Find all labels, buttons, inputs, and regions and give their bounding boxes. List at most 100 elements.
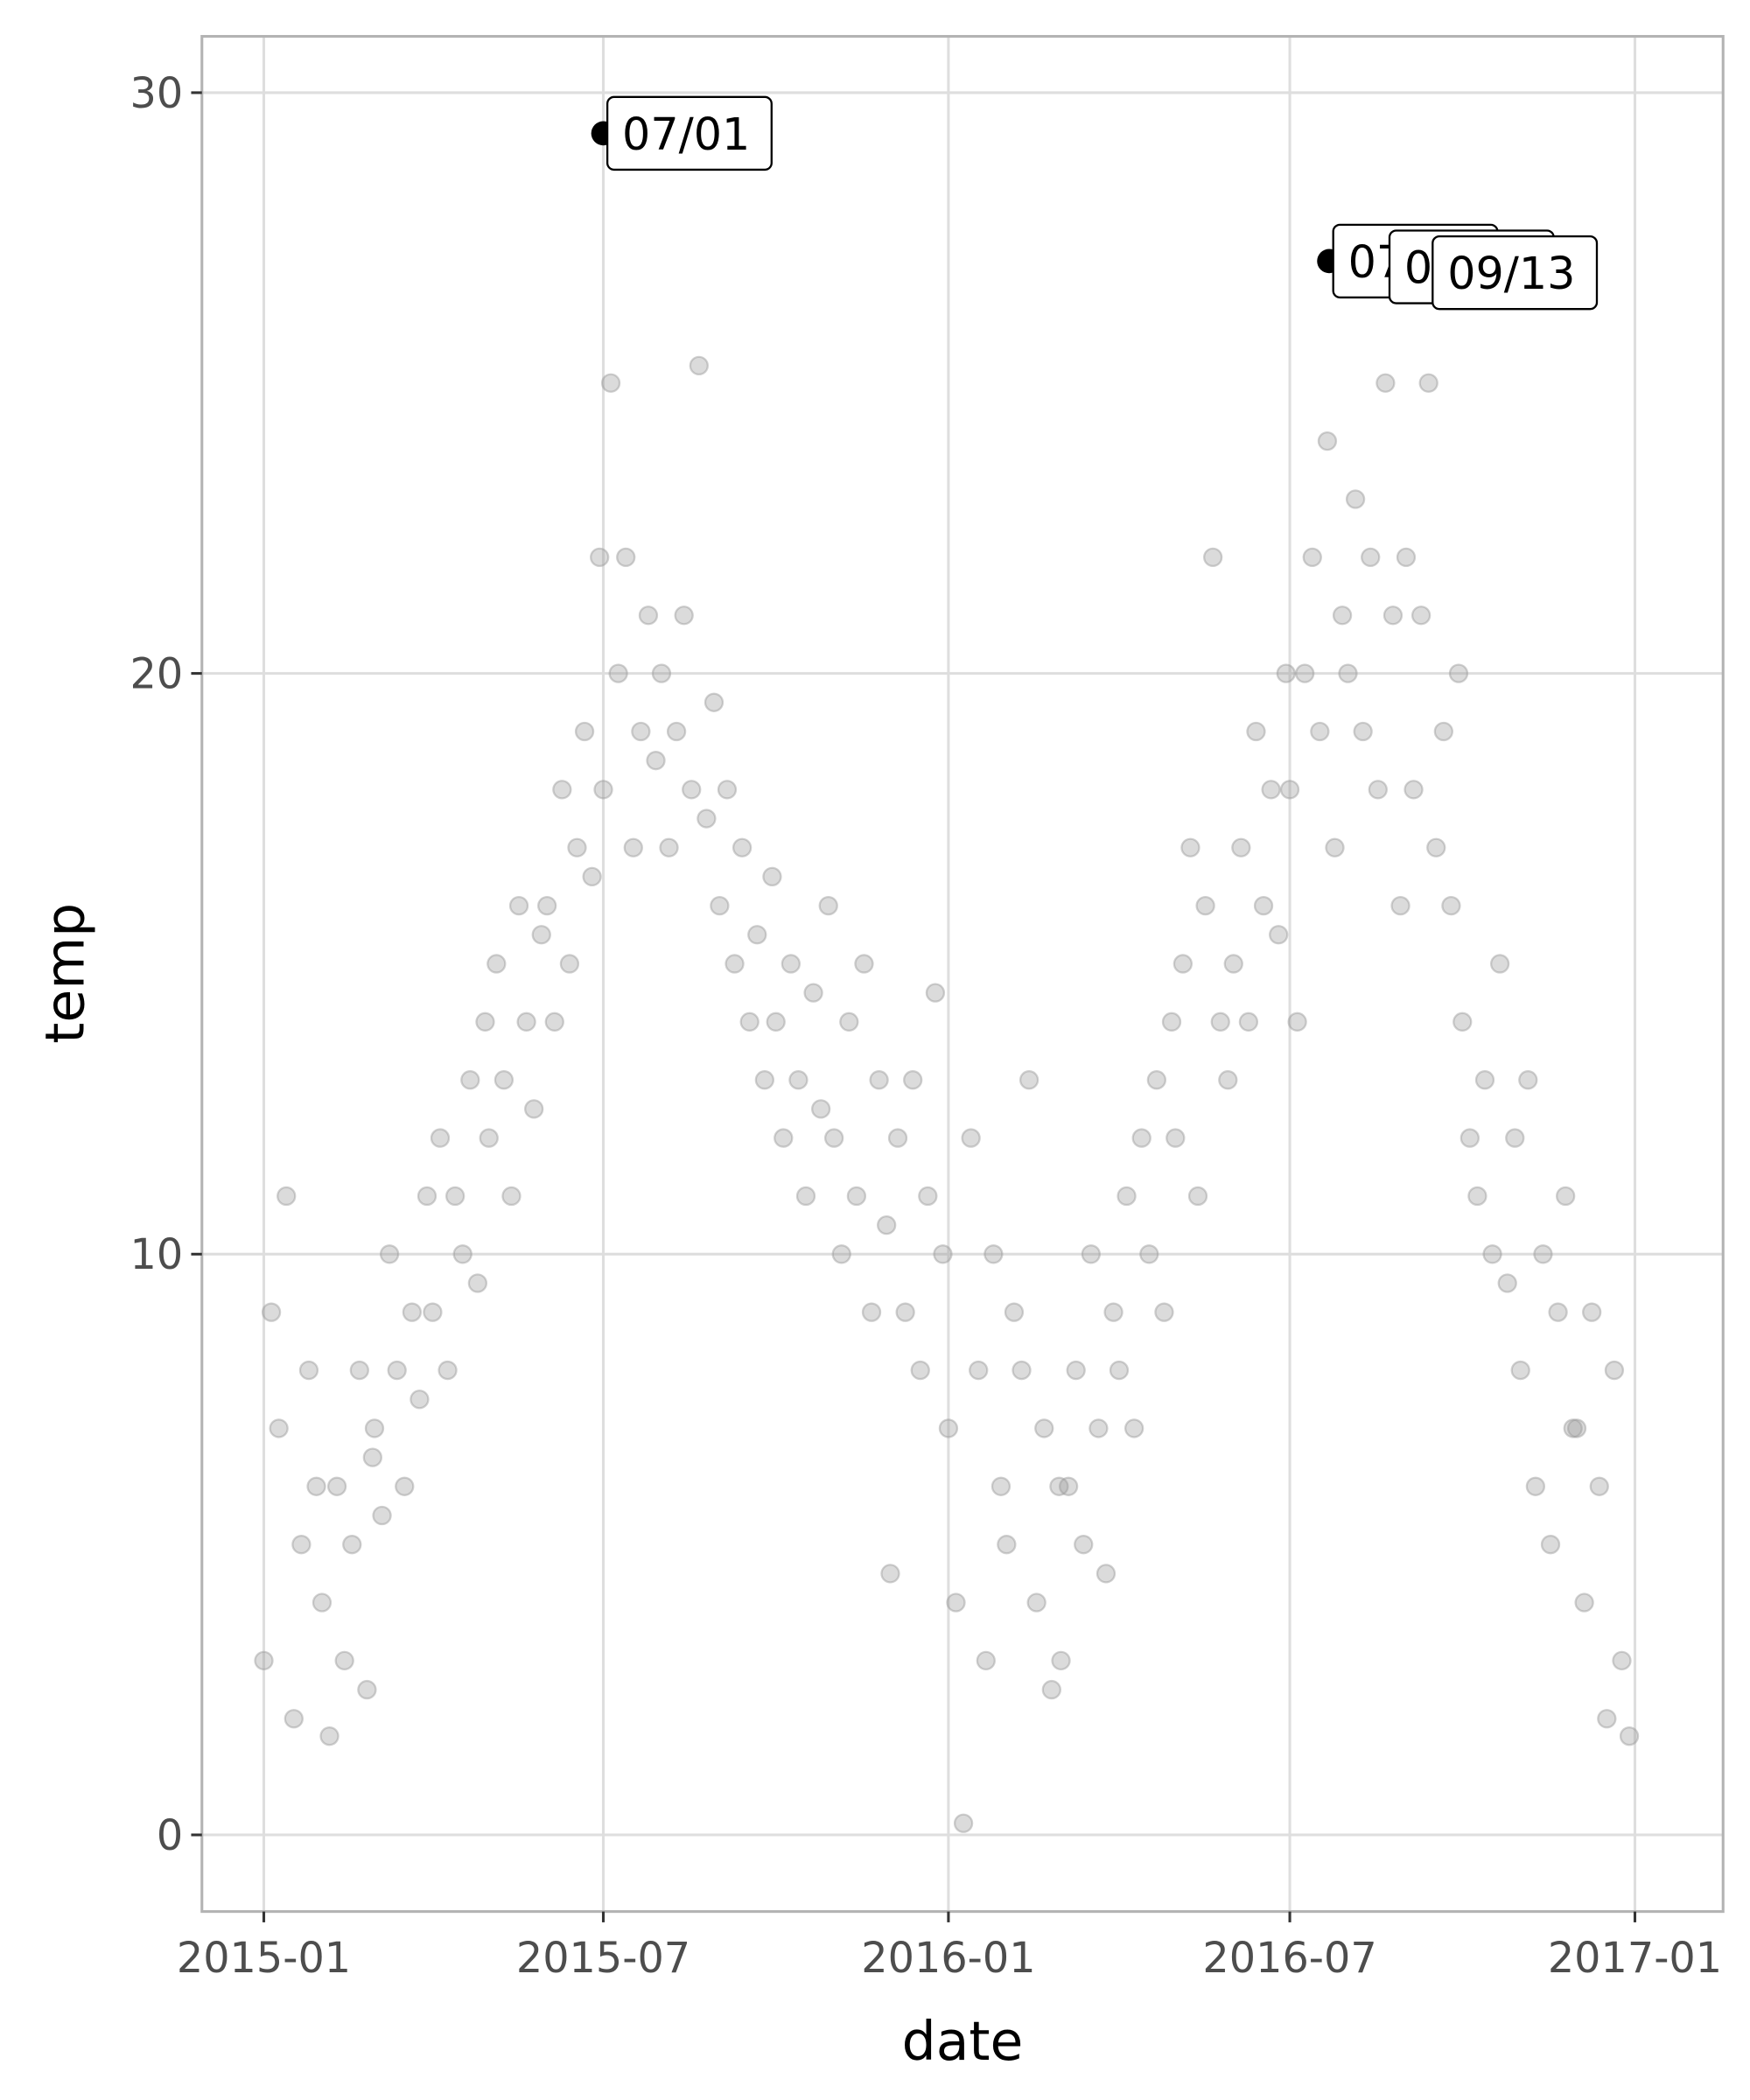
point xyxy=(1467,1186,1488,1207)
point xyxy=(1497,1273,1517,1293)
point xyxy=(839,1012,859,1032)
panel-border xyxy=(200,35,1725,1914)
point xyxy=(1026,1592,1046,1613)
point xyxy=(508,895,529,916)
point xyxy=(1004,1302,1025,1322)
point xyxy=(1548,1302,1568,1322)
point xyxy=(788,1070,808,1090)
point xyxy=(739,1012,760,1032)
point xyxy=(357,1679,377,1700)
x-tick-label: 2015-01 xyxy=(177,1935,351,1983)
point xyxy=(342,1535,362,1555)
point xyxy=(1619,1726,1640,1746)
point xyxy=(276,1186,297,1207)
point xyxy=(1302,547,1322,568)
point xyxy=(349,1360,369,1381)
point xyxy=(704,692,724,712)
point xyxy=(1505,1128,1525,1148)
point xyxy=(880,1564,900,1584)
grid-layer xyxy=(201,36,1724,1912)
point xyxy=(467,1273,488,1293)
point xyxy=(1582,1302,1602,1322)
point xyxy=(291,1535,312,1555)
point xyxy=(1382,606,1404,626)
point xyxy=(682,780,702,800)
point xyxy=(1489,954,1510,974)
point xyxy=(1231,837,1251,858)
point xyxy=(1448,663,1469,683)
point xyxy=(846,1186,867,1207)
point xyxy=(494,1070,514,1090)
point xyxy=(486,954,507,974)
point xyxy=(877,1214,897,1236)
point xyxy=(1390,895,1410,916)
point xyxy=(969,1360,989,1381)
point xyxy=(1574,1592,1594,1613)
point xyxy=(1353,721,1373,742)
point xyxy=(269,1418,289,1438)
point xyxy=(1338,663,1358,683)
point xyxy=(1556,1186,1576,1207)
point xyxy=(659,837,679,858)
point xyxy=(1066,1360,1086,1381)
point xyxy=(362,1447,382,1467)
point xyxy=(590,547,610,568)
point xyxy=(1096,1564,1116,1584)
point xyxy=(1276,663,1296,683)
point xyxy=(1161,1012,1182,1032)
point xyxy=(938,1418,959,1438)
point xyxy=(918,1186,938,1207)
point xyxy=(997,1535,1017,1555)
point xyxy=(306,1476,326,1496)
point xyxy=(646,751,666,771)
point xyxy=(312,1592,332,1613)
label-box xyxy=(606,95,773,172)
point xyxy=(1131,1128,1152,1148)
point xyxy=(1540,1535,1561,1555)
point xyxy=(1604,1360,1625,1381)
point xyxy=(1332,606,1353,626)
point xyxy=(854,954,874,974)
point xyxy=(479,1128,499,1148)
point xyxy=(724,954,745,974)
x-axis-title: date xyxy=(902,2010,1024,2073)
point xyxy=(452,1244,472,1264)
point xyxy=(574,721,595,742)
point xyxy=(1012,1360,1032,1381)
point xyxy=(1116,1186,1137,1207)
point xyxy=(1103,1302,1124,1322)
point xyxy=(1253,895,1274,916)
point xyxy=(1154,1302,1174,1322)
point xyxy=(516,1012,536,1032)
point xyxy=(623,837,643,858)
point xyxy=(1210,1012,1230,1032)
point xyxy=(910,1360,930,1381)
point xyxy=(961,1128,981,1148)
point xyxy=(475,1012,495,1032)
point xyxy=(732,837,752,858)
point xyxy=(946,1592,966,1613)
point xyxy=(445,1186,466,1207)
point xyxy=(379,1244,400,1264)
y-axis-title: temp xyxy=(33,903,96,1044)
point xyxy=(582,866,602,887)
point xyxy=(747,925,767,945)
point xyxy=(1246,721,1266,742)
point xyxy=(1049,1476,1069,1496)
point xyxy=(1317,430,1338,452)
point xyxy=(298,1360,319,1381)
point xyxy=(689,355,709,376)
point xyxy=(1074,1535,1094,1555)
point xyxy=(600,373,621,393)
point xyxy=(1051,1650,1071,1671)
point xyxy=(651,663,672,683)
point xyxy=(364,1418,385,1438)
point xyxy=(402,1302,423,1322)
point xyxy=(1361,547,1381,568)
point xyxy=(284,1709,304,1729)
point xyxy=(666,721,687,742)
point xyxy=(1081,1244,1101,1264)
point xyxy=(1368,780,1388,800)
